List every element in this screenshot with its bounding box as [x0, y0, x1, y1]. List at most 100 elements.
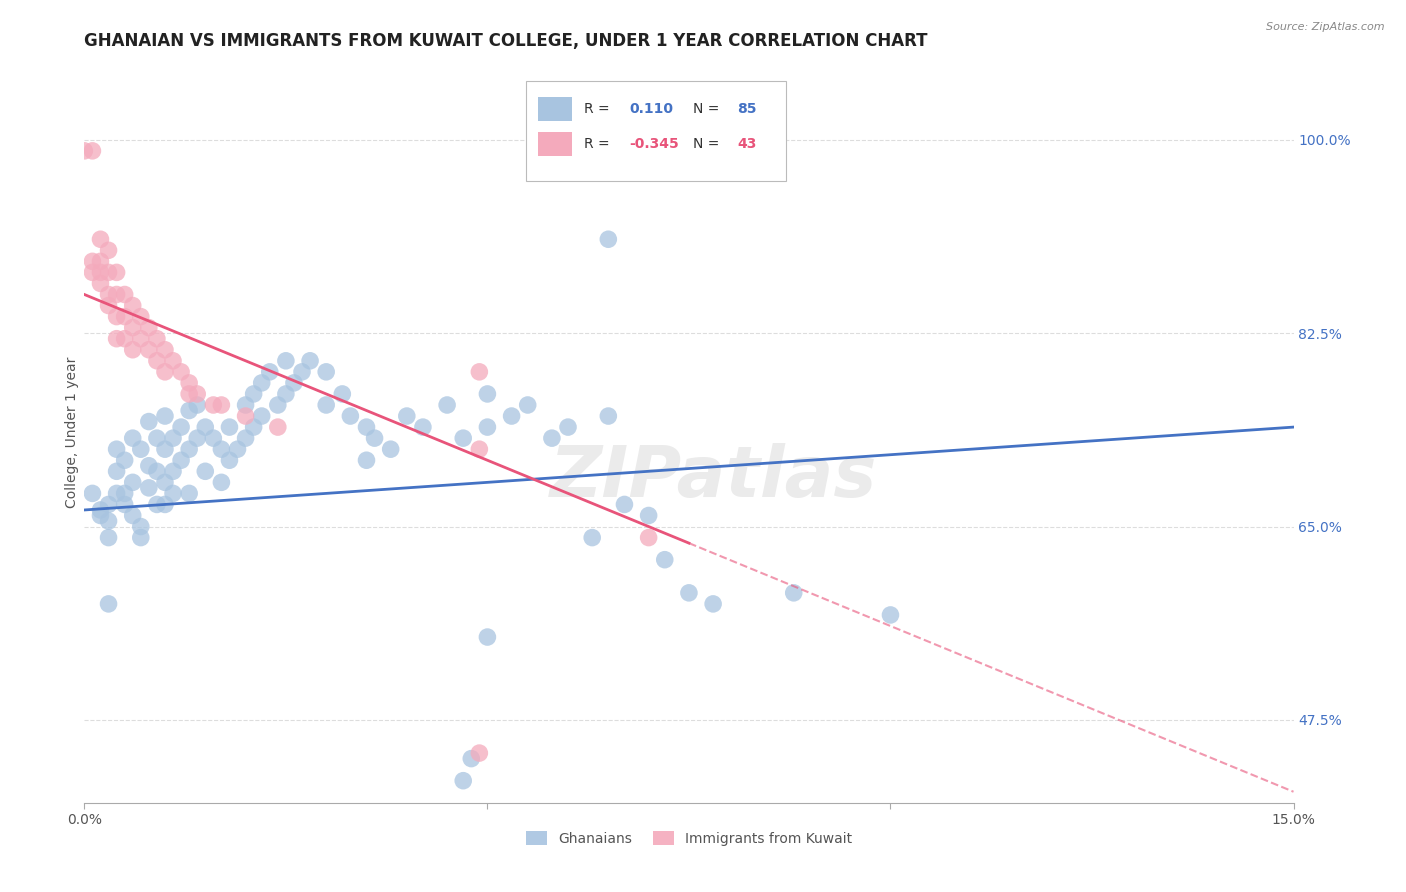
Point — [89, 277, 111, 291]
Point — [121, 508, 143, 523]
Point — [97, 531, 120, 545]
Point — [250, 409, 273, 423]
Point — [477, 420, 499, 434]
Point — [153, 343, 176, 357]
Point — [82, 486, 104, 500]
Text: N =: N = — [693, 136, 718, 151]
Point — [637, 508, 659, 523]
Point — [477, 387, 499, 401]
Point — [186, 431, 208, 445]
Point — [138, 343, 160, 357]
Point — [598, 232, 620, 246]
Point — [97, 287, 120, 301]
Point — [162, 464, 184, 478]
Point — [209, 398, 232, 412]
Point — [97, 244, 120, 258]
FancyBboxPatch shape — [538, 97, 572, 121]
Point — [179, 403, 201, 417]
Point — [363, 431, 385, 445]
Point — [179, 387, 201, 401]
Point — [702, 597, 724, 611]
Point — [501, 409, 523, 423]
Point — [654, 552, 676, 566]
Point — [105, 310, 128, 324]
Point — [146, 332, 169, 346]
Text: GHANAIAN VS IMMIGRANTS FROM KUWAIT COLLEGE, UNDER 1 YEAR CORRELATION CHART: GHANAIAN VS IMMIGRANTS FROM KUWAIT COLLE… — [84, 32, 928, 50]
Point — [451, 431, 474, 445]
Text: -0.345: -0.345 — [630, 136, 679, 151]
Point — [73, 144, 96, 158]
Point — [242, 387, 264, 401]
Point — [82, 254, 104, 268]
Point — [105, 442, 128, 457]
Point — [267, 420, 290, 434]
Point — [235, 398, 257, 412]
Point — [179, 376, 201, 390]
Point — [89, 503, 111, 517]
Point — [380, 442, 402, 457]
Point — [162, 431, 184, 445]
Point — [291, 365, 314, 379]
Point — [179, 442, 201, 457]
Point — [194, 464, 217, 478]
Point — [468, 442, 491, 457]
Point — [114, 486, 136, 500]
Point — [97, 514, 120, 528]
Point — [114, 453, 136, 467]
Point — [97, 498, 120, 512]
Point — [82, 265, 104, 279]
Point — [186, 387, 208, 401]
Point — [315, 365, 337, 379]
Point — [330, 387, 353, 401]
Point — [460, 751, 482, 765]
Point — [259, 365, 281, 379]
Point — [274, 387, 297, 401]
Point — [194, 420, 217, 434]
Point — [516, 398, 538, 412]
Point — [613, 498, 636, 512]
Text: Source: ZipAtlas.com: Source: ZipAtlas.com — [1267, 22, 1385, 32]
Point — [315, 398, 337, 412]
Point — [162, 353, 184, 368]
Point — [129, 310, 152, 324]
Point — [97, 265, 120, 279]
Point — [218, 420, 240, 434]
Point — [105, 464, 128, 478]
Point — [153, 442, 176, 457]
Point — [82, 144, 104, 158]
Point — [299, 353, 322, 368]
Point — [179, 486, 201, 500]
Point — [138, 481, 160, 495]
Point — [105, 486, 128, 500]
FancyBboxPatch shape — [526, 81, 786, 181]
Point — [209, 442, 232, 457]
Point — [356, 420, 378, 434]
Text: R =: R = — [583, 136, 609, 151]
Point — [783, 586, 806, 600]
Point — [89, 232, 111, 246]
Text: ZIPatlas: ZIPatlas — [550, 442, 877, 511]
Point — [105, 265, 128, 279]
Point — [146, 498, 169, 512]
Point — [89, 265, 111, 279]
Point — [598, 409, 620, 423]
Point — [153, 475, 176, 490]
Point — [121, 431, 143, 445]
Point — [129, 442, 152, 457]
Point — [121, 320, 143, 334]
Point — [170, 365, 193, 379]
Text: 0.110: 0.110 — [630, 102, 673, 116]
Point — [267, 398, 290, 412]
Point — [209, 475, 232, 490]
Point — [146, 464, 169, 478]
Text: 43: 43 — [737, 136, 756, 151]
Point — [114, 310, 136, 324]
Point — [541, 431, 564, 445]
Point — [356, 453, 378, 467]
Point — [153, 409, 176, 423]
Point — [138, 320, 160, 334]
Point — [395, 409, 418, 423]
Point — [235, 431, 257, 445]
Point — [105, 332, 128, 346]
Text: R =: R = — [583, 102, 609, 116]
